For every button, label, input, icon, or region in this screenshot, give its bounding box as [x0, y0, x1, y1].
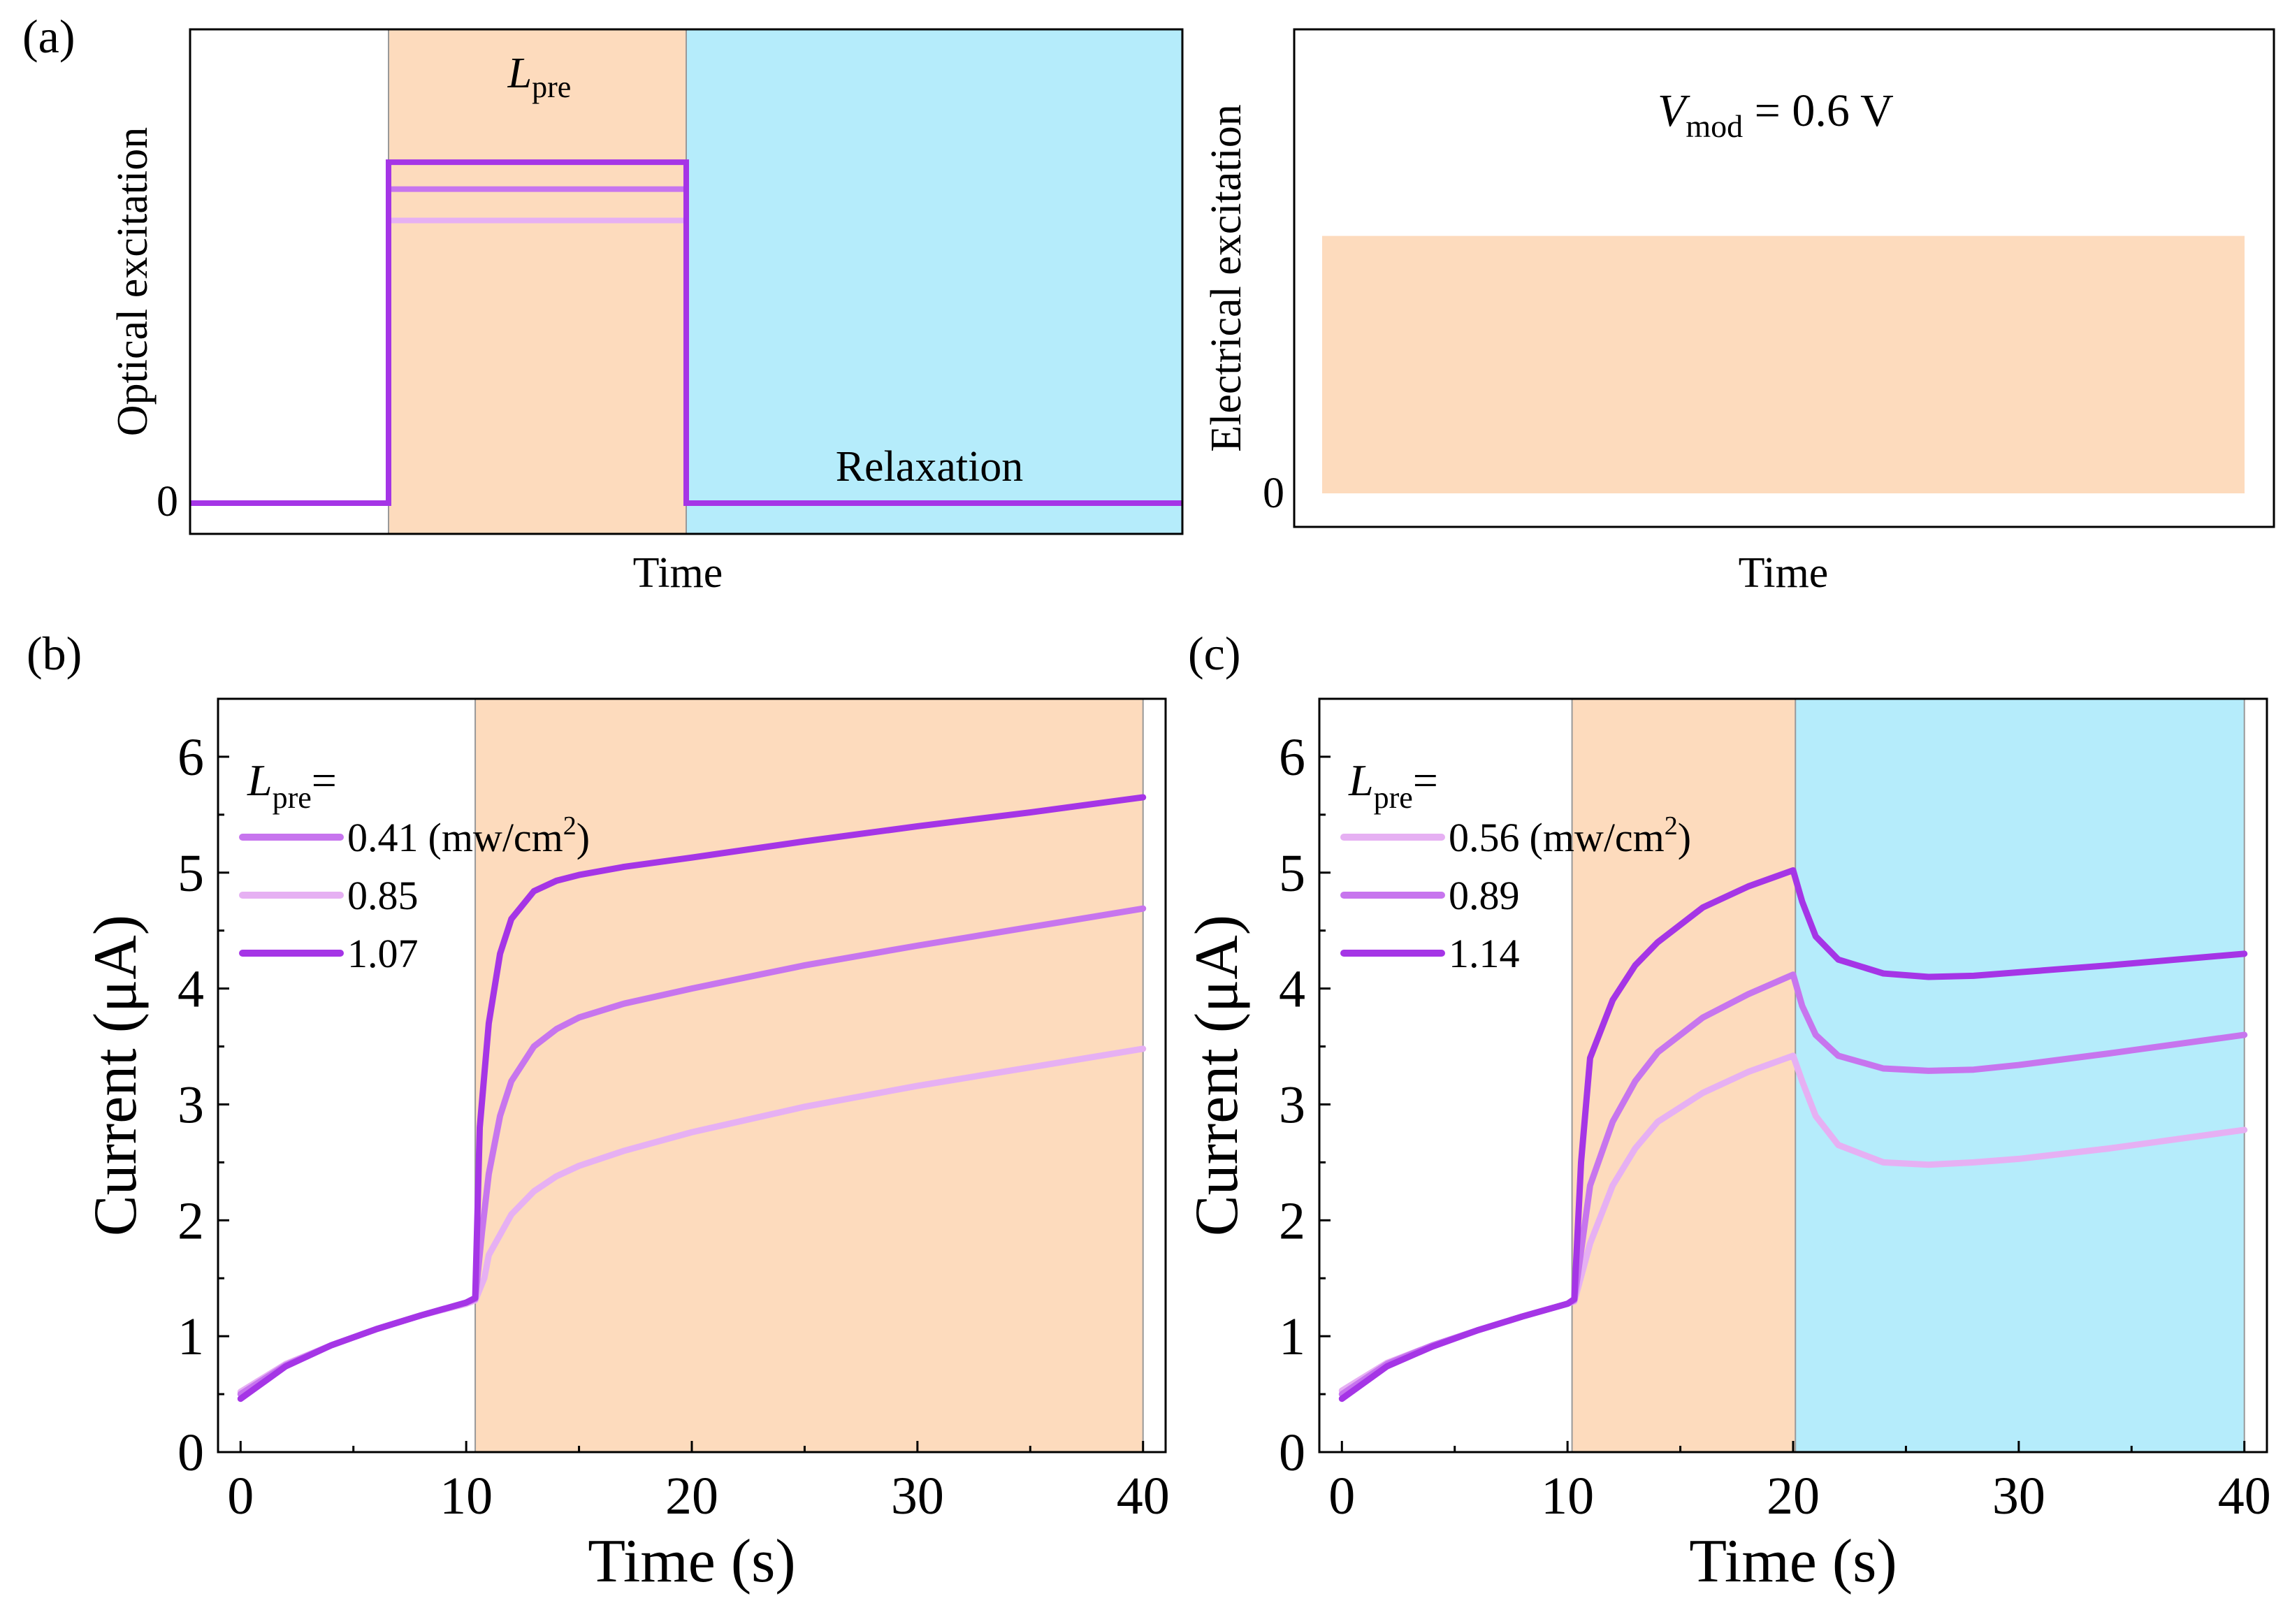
p3-xtick-label: 30: [1992, 1467, 2045, 1525]
p2-ytick-label: 0: [177, 1423, 204, 1482]
panel-a-left: 0 Optical excitation Time Lpre Relaxatio…: [109, 28, 1184, 597]
p2-legend-unit-close: ): [577, 815, 590, 860]
p2-xtick-label: 0: [227, 1467, 254, 1525]
p2-legend-value-0: 0.41: [347, 815, 419, 860]
p2-xtick-label: 40: [1117, 1467, 1170, 1525]
p3-ylabel: Current (μA): [1183, 915, 1251, 1236]
p3-legend-title-eq: =: [1413, 755, 1438, 805]
p2-legend-unit: (mw/cm: [428, 815, 563, 860]
a-right-excitation-area: [1322, 235, 2245, 493]
p3-legend-value-1: 0.89: [1449, 873, 1520, 918]
p2-legend-title-sub: pre: [273, 781, 312, 815]
p2-legend-title-eq: =: [312, 755, 337, 805]
p2-ytick-label: 1: [177, 1307, 204, 1366]
a-left-shade-orange: [389, 29, 686, 534]
p2-xlabel: Time (s): [588, 1528, 795, 1595]
a-right-vmod-label: Vmod = 0.6 V: [1658, 85, 1894, 144]
p2-legend-entry-1: 0.85: [347, 873, 419, 918]
a-left-shade-cyan: [686, 29, 1182, 534]
p3-legend-entry-0: 0.56 (mw/cm2): [1449, 811, 1691, 860]
a-right-vmod-main: V: [1658, 85, 1690, 136]
p3-legend-unit-close: ): [1678, 815, 1691, 860]
panel-label-a: (a): [22, 10, 75, 63]
a-right-ylabel: Electrical excitation: [1203, 104, 1250, 451]
p3-xlabel: Time (s): [1689, 1528, 1897, 1595]
p3-ytick-label: 2: [1279, 1191, 1305, 1250]
a-right-frame: [1293, 28, 2275, 528]
panel-label-b: (b): [27, 627, 82, 680]
a-left-frame: [189, 28, 1184, 535]
p3-xtick-label: 20: [1767, 1467, 1820, 1525]
p3-ytick-label: 6: [1279, 728, 1305, 787]
a-right-vmod-rest: = 0.6 V: [1743, 85, 1894, 136]
p2-legend-value-2: 1.07: [347, 931, 419, 976]
p3-legend-entry-1: 0.89: [1449, 873, 1520, 918]
p3-series-2: [1338, 867, 2248, 1402]
p3-ytick-label: 0: [1279, 1423, 1305, 1482]
p2-legend-title-main: L: [247, 755, 273, 805]
p3-xtick-label: 10: [1541, 1467, 1594, 1525]
p3-xtick-label: 40: [2218, 1467, 2271, 1525]
a-left-lpre-sub: pre: [532, 70, 571, 104]
p2-shade-0: [475, 699, 1143, 1452]
p2-legend-unit-sup: 2: [563, 811, 577, 841]
p3-legend-entry-2: 1.14: [1449, 931, 1520, 976]
a-right-xlabel: Time: [1739, 549, 1829, 597]
a-left-xlabel: Time: [633, 549, 723, 597]
p3-ytick-label: 1: [1279, 1307, 1305, 1366]
panel-label-c: (c): [1188, 627, 1240, 680]
p2-ytick-label: 5: [177, 844, 204, 903]
a-left-lpre-main: L: [507, 50, 532, 97]
a-left-relaxation-label: Relaxation: [836, 443, 1024, 491]
p3-legend-unit-sup: 2: [1665, 811, 1678, 841]
panel-b: 0 10 20 30 40 0 1 2 3 4 5 6 Time (s) Current (μA) Lpre…: [82, 697, 1170, 1595]
a-left-series-group: [190, 159, 1182, 506]
p2-legend-entry-2: 1.07: [347, 931, 419, 976]
p2-ytick-label: 4: [177, 960, 204, 1019]
p3-legend-value-2: 1.14: [1449, 931, 1520, 976]
p3-legend-title: Lpre=: [1348, 755, 1438, 815]
p2-ytick-label: 3: [177, 1075, 204, 1134]
p3-legend-title-main: L: [1348, 755, 1374, 805]
p3-ytick-label: 5: [1279, 844, 1305, 903]
p3-legend-value-0: 0.56: [1449, 815, 1520, 860]
p2-legend-entry-0: 0.41 (mw/cm2): [347, 811, 590, 860]
p3-legend-title-sub: pre: [1374, 781, 1413, 815]
p2-legend-title: Lpre=: [247, 755, 337, 815]
p2-xtick-label: 30: [891, 1467, 944, 1525]
p2-legend-value-1: 0.85: [347, 873, 419, 918]
a-left-y-tick-0: 0: [157, 478, 178, 525]
panel-c: 0 10 20 30 40 0 1 2 3 4 5 6 Time (s) Current (μA) Lpre…: [1183, 697, 2271, 1595]
a-right-y-tick-0: 0: [1263, 470, 1284, 517]
p2-xtick-label: 10: [440, 1467, 493, 1525]
p2-ytick-label: 2: [177, 1191, 204, 1250]
p3-xtick-label: 0: [1328, 1467, 1355, 1525]
a-left-ylabel: Optical excitation: [109, 127, 157, 436]
p2-series-2: [237, 794, 1147, 1402]
panel-a-right: 0 Electrical excitation Time Vmod = 0.6 …: [1203, 28, 2275, 597]
p3-ytick-label: 4: [1279, 960, 1305, 1019]
p3-shade-1: [1795, 699, 2245, 1452]
p3-shade-0: [1572, 699, 1796, 1452]
a-left-lpre-label: Lpre: [507, 50, 572, 104]
a-left-series-2: [190, 159, 1182, 506]
p2-ylabel: Current (μA): [82, 915, 150, 1236]
p2-xtick-label: 20: [665, 1467, 718, 1525]
p3-ytick-label: 3: [1279, 1075, 1305, 1134]
p2-ytick-label: 6: [177, 728, 204, 787]
p3-legend-unit: (mw/cm: [1530, 815, 1665, 860]
a-right-vmod-sub: mod: [1686, 108, 1743, 144]
